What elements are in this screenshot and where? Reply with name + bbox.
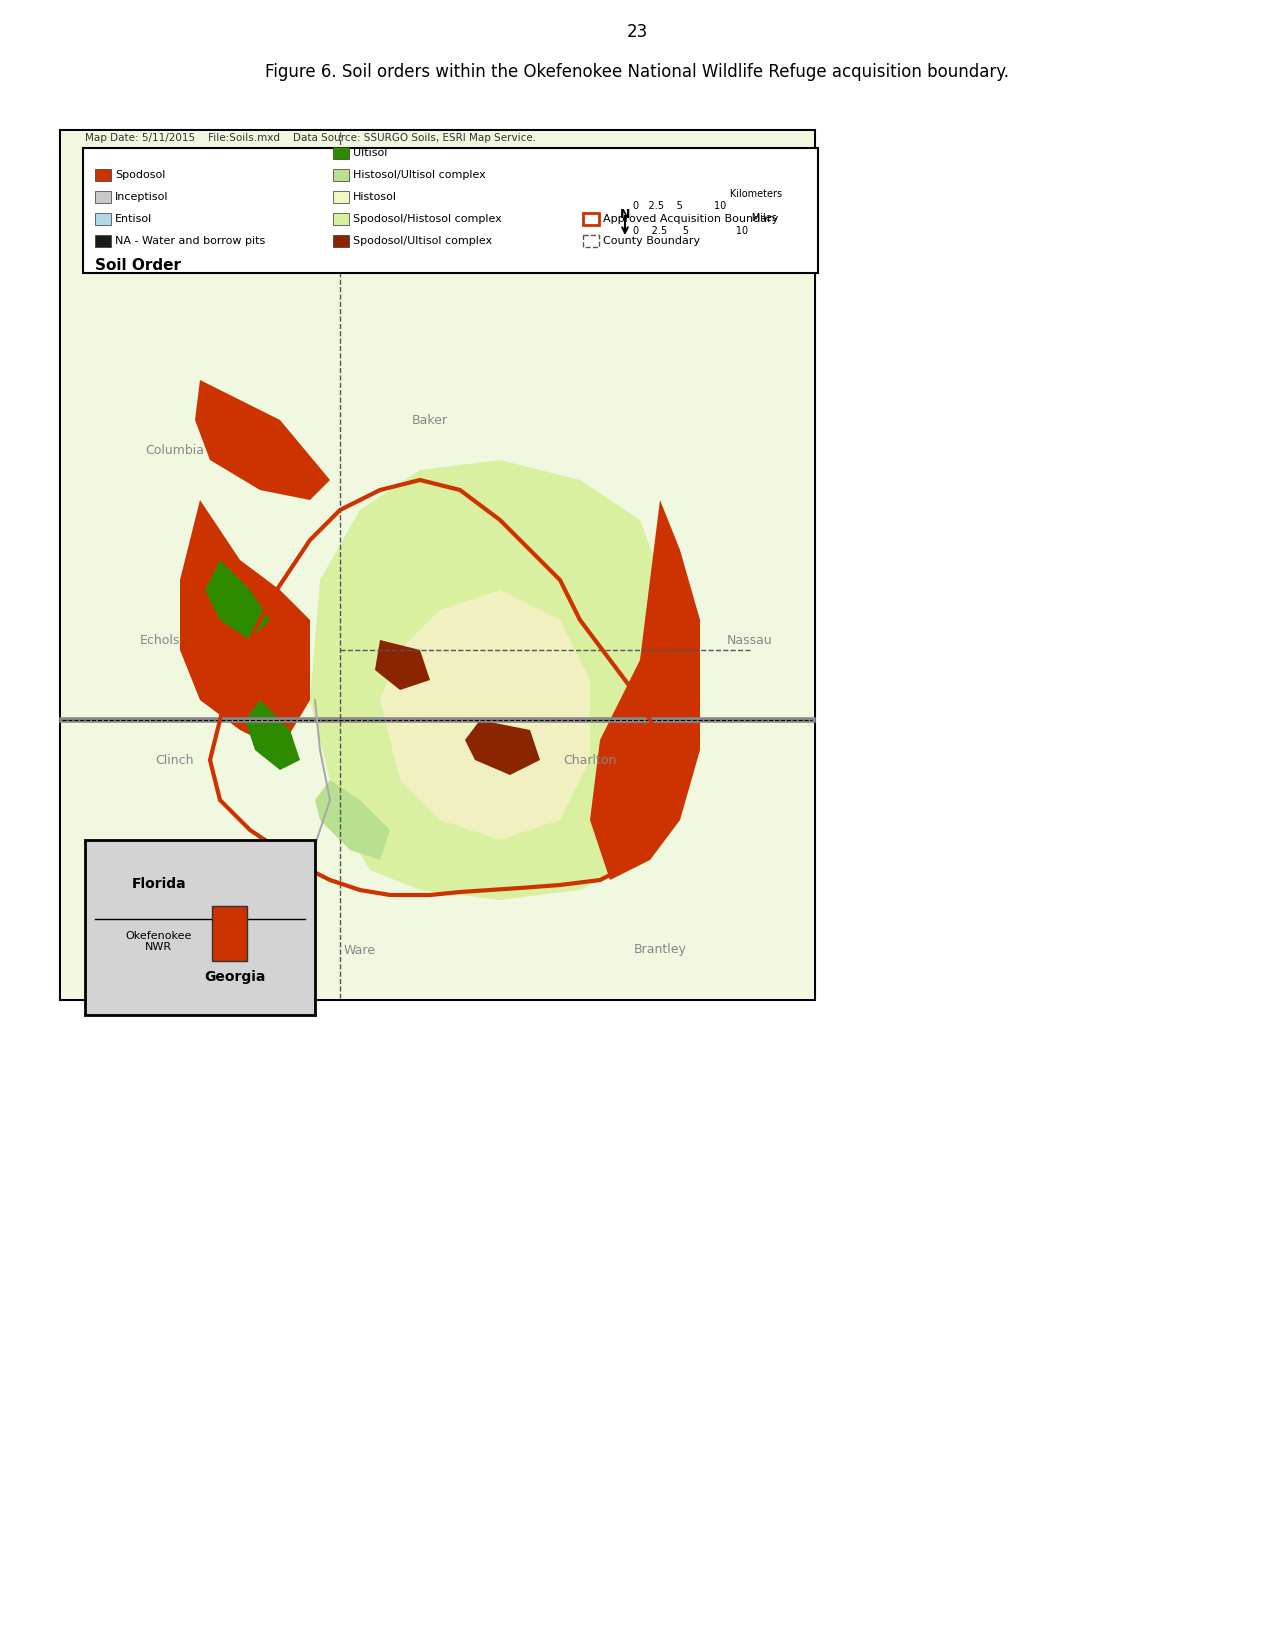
- Bar: [583, 213, 599, 225]
- Polygon shape: [245, 700, 300, 769]
- Polygon shape: [195, 380, 330, 500]
- Bar: [333, 234, 349, 248]
- Polygon shape: [590, 500, 700, 880]
- Text: Spodosol: Spodosol: [115, 170, 166, 180]
- Text: Brantley: Brantley: [634, 943, 686, 956]
- Text: Histosol/Ultisol complex: Histosol/Ultisol complex: [353, 170, 486, 180]
- Text: County Boundary: County Boundary: [603, 236, 700, 246]
- Text: Clinch: Clinch: [156, 753, 194, 766]
- Text: Miles: Miles: [632, 213, 776, 223]
- Bar: [85, 840, 315, 1015]
- Text: Baker: Baker: [412, 413, 448, 426]
- Bar: [333, 168, 349, 182]
- Bar: [96, 192, 111, 203]
- Text: 0   2.5    5          10: 0 2.5 5 10: [632, 201, 727, 211]
- Bar: [333, 192, 349, 203]
- Polygon shape: [180, 500, 310, 750]
- Bar: [96, 168, 111, 182]
- Bar: [96, 234, 111, 248]
- Bar: [212, 906, 246, 961]
- Text: Florida: Florida: [131, 877, 186, 892]
- Bar: [83, 149, 819, 272]
- Bar: [583, 234, 599, 248]
- Polygon shape: [315, 779, 390, 860]
- Text: NA - Water and borrow pits: NA - Water and borrow pits: [115, 236, 265, 246]
- Text: 23: 23: [626, 23, 648, 41]
- Text: Histosol: Histosol: [353, 192, 397, 201]
- Text: Inceptisol: Inceptisol: [115, 192, 168, 201]
- Polygon shape: [310, 461, 680, 900]
- Text: Approved Acquisition Boundary: Approved Acquisition Boundary: [603, 215, 778, 225]
- Bar: [60, 130, 815, 1001]
- Text: Spodosol/Histosol complex: Spodosol/Histosol complex: [353, 215, 502, 225]
- Text: N: N: [620, 208, 630, 221]
- Bar: [333, 213, 349, 225]
- Text: Georgia: Georgia: [204, 969, 265, 984]
- Text: Soil Order: Soil Order: [96, 258, 181, 272]
- Polygon shape: [375, 641, 430, 690]
- Text: Columbia: Columbia: [145, 444, 204, 456]
- Text: Ware: Ware: [344, 943, 376, 956]
- Text: Spodosol/Ultisol complex: Spodosol/Ultisol complex: [353, 236, 492, 246]
- Text: Nassau: Nassau: [727, 634, 773, 647]
- Text: Figure 6. Soil orders within the Okefenokee National Wildlife Refuge acquisition: Figure 6. Soil orders within the Okefeno…: [265, 63, 1009, 81]
- Polygon shape: [205, 560, 270, 641]
- Text: Kilometers: Kilometers: [632, 188, 782, 200]
- Bar: [333, 147, 349, 158]
- Bar: [96, 213, 111, 225]
- Text: Okefenokee
NWR: Okefenokee NWR: [125, 931, 191, 953]
- Text: Map Date: 5/11/2015    File:Soils.mxd    Data Source: SSURGO Soils, ESRI Map Ser: Map Date: 5/11/2015 File:Soils.mxd Data …: [85, 134, 536, 144]
- Polygon shape: [465, 720, 541, 774]
- Bar: [62, 132, 813, 997]
- Bar: [62, 132, 813, 997]
- Text: Entisol: Entisol: [115, 215, 152, 225]
- Text: Ultisol: Ultisol: [353, 149, 388, 158]
- Text: 0    2.5     5               10: 0 2.5 5 10: [632, 226, 748, 236]
- Polygon shape: [380, 589, 590, 840]
- Text: Charlton: Charlton: [564, 753, 617, 766]
- Text: Echols: Echols: [140, 634, 180, 647]
